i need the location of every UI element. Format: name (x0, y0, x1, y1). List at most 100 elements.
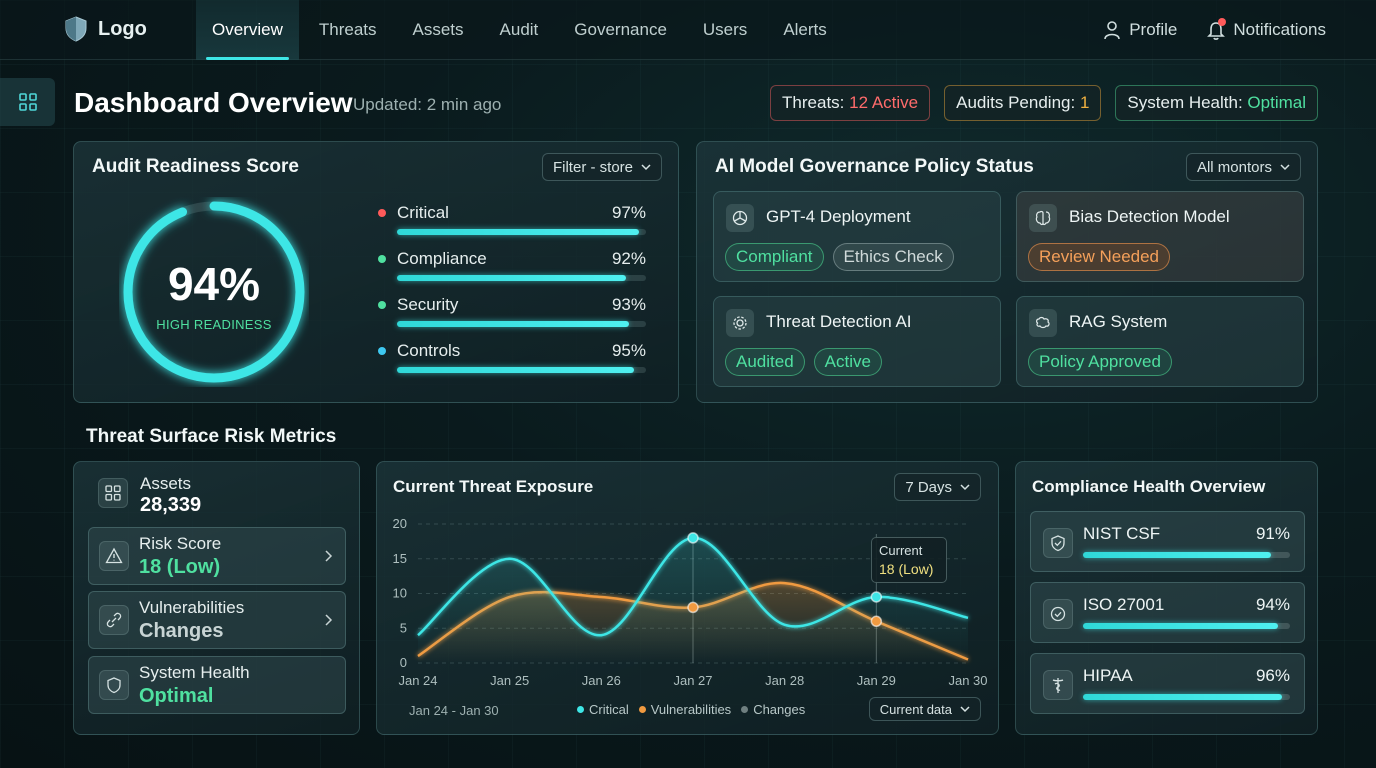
legend-label: Critical (589, 702, 629, 717)
data-point (687, 532, 699, 544)
legend-dot (577, 706, 584, 713)
nav-users[interactable]: Users (702, 20, 748, 39)
metric-value: 95% (611, 341, 646, 360)
x-tick-label: Jan 24 (398, 673, 437, 688)
compliance-value: 96% (1255, 666, 1290, 685)
nav-overview[interactable]: Overview (196, 0, 299, 60)
user-icon (1104, 21, 1121, 40)
data-point (870, 615, 883, 628)
compliance-bar-track (1083, 694, 1290, 700)
x-tick-label: Jan 30 (948, 673, 987, 688)
series-line (417, 536, 969, 637)
legend-changes[interactable]: Changes (741, 702, 805, 717)
audits-pill[interactable]: Audits Pending: 1 (944, 85, 1102, 121)
metric-name: Security (397, 295, 459, 314)
health-pill-value: Optimal (1247, 93, 1306, 112)
compliance-item-hipaa[interactable]: HIPAA 96% (1030, 653, 1305, 714)
threat-exposure-panel: Current Threat Exposure 7 Days 0 5 10 15 20 J… (376, 461, 999, 735)
governance-filter-dropdown[interactable]: All montors (1185, 153, 1301, 181)
vulnerabilities-card[interactable]: Vulnerabilities Changes (88, 591, 346, 649)
compliance-panel-title: Compliance Health Overview (1032, 477, 1266, 496)
compliance-value: 94% (1255, 595, 1290, 614)
metric-bar-fill (397, 275, 627, 281)
nav-governance[interactable]: Governance (574, 20, 667, 39)
current-data-dropdown[interactable]: Current data (868, 697, 981, 721)
legend-vulnerabilities[interactable]: Vulnerabilities (638, 702, 732, 717)
grid-icon (18, 93, 37, 111)
tooltip-value: 18 (Low) (879, 561, 934, 577)
legend-label: Changes (753, 702, 806, 717)
x-tick-label: Jan 29 (857, 673, 896, 688)
chevron-down-icon (960, 484, 970, 491)
compliance-value: 91% (1255, 524, 1290, 543)
profile-button[interactable]: Profile (1103, 20, 1177, 40)
risk-score-label: Risk Score (139, 534, 222, 553)
compliance-bar-fill (1083, 694, 1282, 700)
risk-score-card[interactable]: Risk Score 18 (Low) (88, 527, 346, 585)
metric-security: Security 93% (378, 295, 646, 327)
nav-threats[interactable]: Threats (318, 20, 377, 39)
chart-date-range: Jan 24 - Jan 30 (409, 703, 499, 718)
link-icon (99, 605, 129, 635)
nav-audit[interactable]: Audit (499, 20, 539, 39)
model-card-rag-system[interactable]: RAG System Policy Approved (1016, 296, 1304, 387)
metric-bar-fill (397, 229, 639, 235)
compliance-item-iso[interactable]: ISO 27001 94% (1030, 582, 1305, 643)
legend-label: Vulnerabilities (650, 702, 732, 717)
metric-compliance: Compliance 92% (378, 249, 646, 281)
logo[interactable]: Logo (64, 16, 147, 42)
sidebar-dashboard-button[interactable] (0, 78, 55, 126)
metric-bar-track (397, 321, 646, 327)
shield-icon (1043, 528, 1073, 558)
audits-pill-label: Audits Pending: (956, 93, 1076, 112)
system-health-card[interactable]: System Health Optimal (88, 656, 346, 714)
shield-icon (65, 16, 87, 42)
metric-critical: Critical 97% (378, 203, 646, 235)
system-health-value: Optimal (139, 685, 214, 707)
brain-icon (1029, 204, 1057, 232)
health-pill[interactable]: System Health: Optimal (1115, 85, 1318, 121)
compliance-bar-track (1083, 552, 1290, 558)
governance-filter-label: All montors (1196, 158, 1272, 176)
audit-panel-title: Audit Readiness Score (92, 156, 299, 177)
updated-timestamp: Updated: 2 min ago (353, 95, 502, 114)
chevron-down-icon (641, 164, 651, 171)
model-card-threat-detection[interactable]: Threat Detection AI Audited Active (713, 296, 1001, 387)
check-circle-icon (1043, 599, 1073, 629)
threat-exposure-chart: 0 5 10 15 20 Jan 24 Jan 25 Jan 26 Jan 27 Jan 28 Ja… (393, 516, 988, 688)
top-right-actions: Profile Notifications (1103, 0, 1326, 60)
y-tick-label: 20 (393, 516, 407, 531)
model-card-gpt4[interactable]: GPT-4 Deployment Compliant Ethics Check (713, 191, 1001, 282)
compliance-item-nist[interactable]: NIST CSF 91% (1030, 511, 1305, 572)
metric-bar-track (397, 275, 646, 281)
model-card-bias-detection[interactable]: Bias Detection Model Review Needed (1016, 191, 1304, 282)
readiness-label: HIGH READINESS (156, 317, 272, 332)
x-tick-label: Jan 25 (490, 673, 529, 688)
threats-pill[interactable]: Threats: 12 Active (770, 85, 931, 121)
exposure-range-dropdown[interactable]: 7 Days (894, 473, 981, 501)
chart-legend: Critical Vulnerabilities Changes (577, 702, 805, 717)
metric-bar-fill (397, 367, 634, 373)
y-tick-label: 0 (400, 655, 407, 670)
exposure-panel-title: Current Threat Exposure (393, 477, 594, 496)
status-badge-audited: Audited (725, 348, 805, 376)
compliance-bar-fill (1083, 552, 1272, 558)
profile-label: Profile (1129, 20, 1178, 39)
system-health-label: System Health (139, 663, 250, 682)
assets-summary: Assets 28,339 (98, 474, 201, 517)
metric-dot (378, 255, 386, 263)
legend-dot (638, 706, 646, 713)
compliance-bar-fill (1083, 623, 1278, 629)
metric-dot (378, 209, 386, 217)
tooltip-title: Current (879, 543, 923, 558)
audit-filter-dropdown[interactable]: Filter - store (541, 153, 662, 181)
nav-assets[interactable]: Assets (412, 20, 464, 39)
nav-alerts[interactable]: Alerts (783, 20, 827, 39)
metric-bar-track (397, 367, 646, 373)
legend-critical[interactable]: Critical (577, 702, 629, 717)
warning-icon (99, 541, 129, 571)
chevron-right-icon (325, 614, 333, 626)
legend-dot (741, 706, 749, 713)
metric-name: Critical (397, 203, 449, 222)
notifications-button[interactable]: Notifications (1207, 18, 1326, 40)
